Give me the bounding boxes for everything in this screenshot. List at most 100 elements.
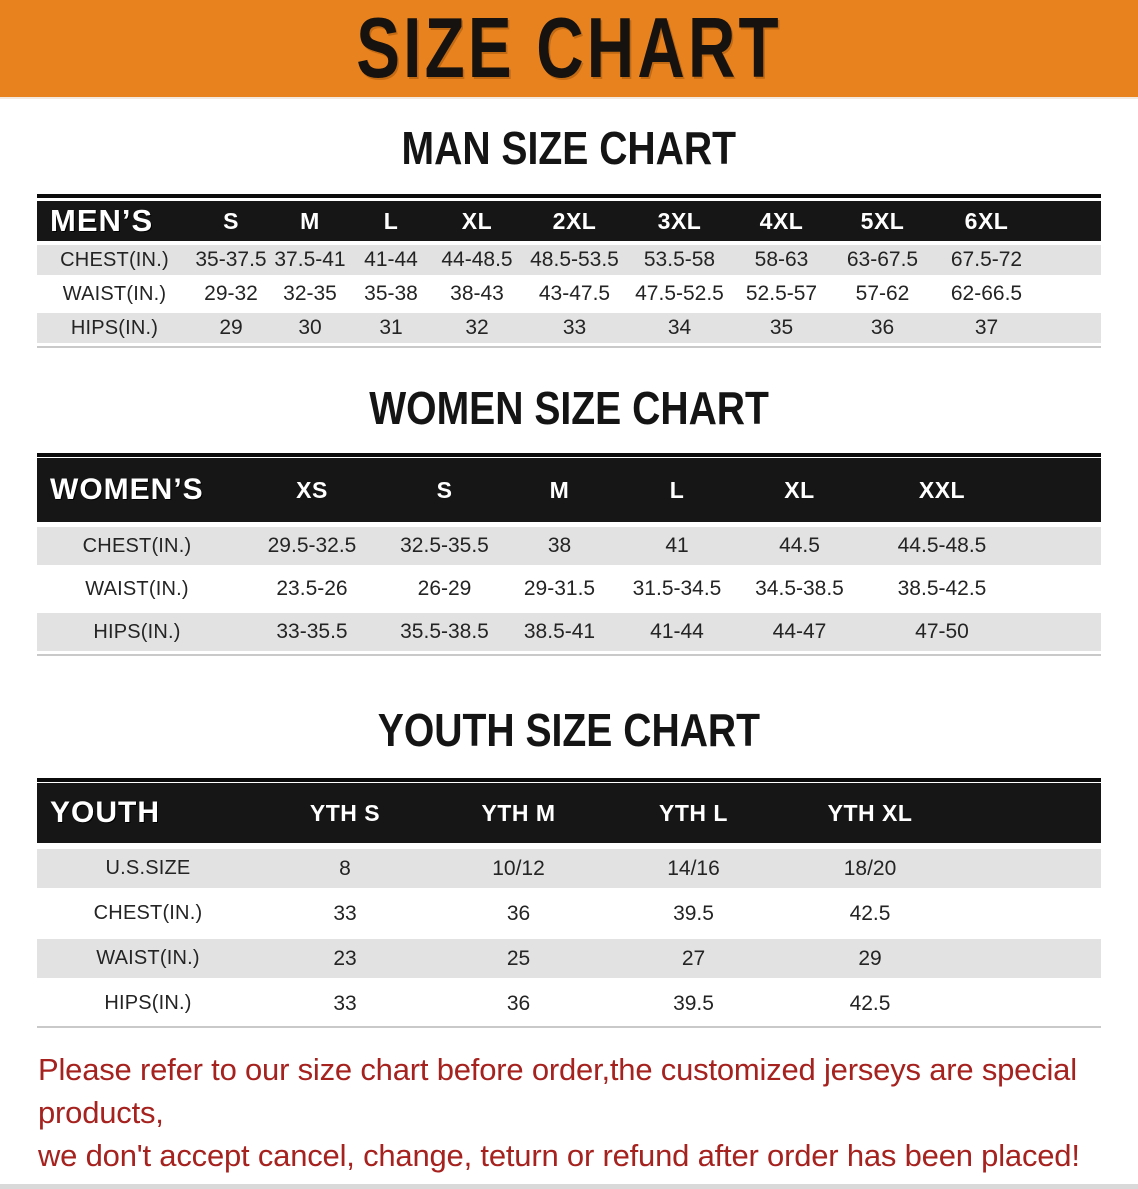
size-value-cell: 62-66.5 xyxy=(950,282,1023,305)
spacer-cell xyxy=(1039,201,1101,241)
womens-column-header-m: M xyxy=(549,476,570,503)
disclaimer-line-2: we don't accept cancel, change, teturn o… xyxy=(38,1138,1080,1173)
size-value-cell: 48.5-53.5 xyxy=(530,248,619,271)
size-value-cell: 26-29 xyxy=(417,577,472,600)
banner-title: SIZE CHART xyxy=(356,0,782,96)
womens-column-header-xl: XL xyxy=(784,476,815,503)
youth-corner-label: YOUTH xyxy=(50,796,160,829)
mens-section-heading: MAN SIZE CHART xyxy=(0,124,1138,172)
size-value-cell: 23 xyxy=(333,946,357,970)
mens-table-row: WAIST(IN.) 29-32 32-35 35-38 38-43 43-47.5 47.… xyxy=(37,279,1101,309)
size-value-cell: 10/12 xyxy=(492,856,545,880)
womens-table-bottom-border xyxy=(37,654,1101,656)
size-value-cell: 37.5-41 xyxy=(274,248,346,271)
size-value-cell: 8 xyxy=(339,856,351,880)
row-label: CHEST(IN.) xyxy=(93,902,203,924)
size-value-cell: 44-47 xyxy=(772,620,827,643)
size-value-cell: 47-50 xyxy=(915,620,969,643)
size-value-cell: 31.5-34.5 xyxy=(632,577,722,600)
row-label: WAIST(IN.) xyxy=(62,282,167,305)
size-value-cell: 29 xyxy=(858,946,882,970)
size-value-cell: 67.5-72 xyxy=(950,248,1023,271)
row-label: HIPS(IN.) xyxy=(93,620,181,643)
size-value-cell: 30 xyxy=(298,316,322,339)
disclaimer-line-1: Please refer to our size chart before or… xyxy=(38,1052,1077,1130)
size-value-cell: 32 xyxy=(465,316,489,339)
size-value-cell: 37 xyxy=(974,316,999,339)
spacer-cell xyxy=(1039,313,1101,343)
womens-section: WOMEN SIZE CHART WOMEN’S XS S M L XL XXL CHEST(… xyxy=(0,384,1138,656)
size-value-cell: 38 xyxy=(547,534,572,557)
row-label: HIPS(IN.) xyxy=(70,316,159,339)
spacer-cell xyxy=(959,984,1101,1023)
mens-corner-label: MEN’S xyxy=(50,203,154,238)
row-label: WAIST(IN.) xyxy=(85,577,189,600)
mens-column-header-2xl: 2XL xyxy=(552,207,597,234)
size-value-cell: 36 xyxy=(870,316,895,339)
size-value-cell: 41-44 xyxy=(650,620,704,643)
youth-column-header-yth-s: YTH S xyxy=(309,799,381,826)
womens-table-row: CHEST(IN.) 29.5-32.5 32.5-35.5 38 41 44.5 44.5… xyxy=(37,527,1101,565)
mens-column-header-xl: XL xyxy=(461,207,493,234)
womens-column-header-xxl: XXL xyxy=(918,476,966,503)
mens-column-header-5xl: 5XL xyxy=(860,207,905,234)
mens-table-bottom-border xyxy=(37,346,1101,348)
size-value-cell: 33-35.5 xyxy=(276,620,348,643)
womens-column-header-s: S xyxy=(436,476,453,503)
mens-column-header-4xl: 4XL xyxy=(759,207,804,234)
row-label: CHEST(IN.) xyxy=(82,534,192,557)
mens-header-row: MEN’S S M L XL 2XL 3XL 4XL 5XL 6XL xyxy=(37,201,1101,241)
spacer-cell xyxy=(1022,458,1101,522)
womens-section-heading-text: WOMEN SIZE CHART xyxy=(369,382,769,434)
size-value-cell: 52.5-57 xyxy=(745,282,818,305)
spacer-cell xyxy=(959,894,1101,933)
size-value-cell: 36 xyxy=(506,991,531,1015)
mens-column-header-6xl: 6XL xyxy=(964,207,1009,234)
size-value-cell: 27 xyxy=(681,946,706,970)
mens-section-heading-text: MAN SIZE CHART xyxy=(401,122,737,174)
spacer-cell xyxy=(1039,245,1101,275)
womens-table-row: HIPS(IN.) 33-35.5 35.5-38.5 38.5-41 41-44 44-… xyxy=(37,613,1101,651)
youth-column-header-yth-l: YTH L xyxy=(659,799,728,826)
size-value-cell: 33 xyxy=(333,991,357,1015)
size-value-cell: 42.5 xyxy=(849,991,891,1015)
youth-section-heading: YOUTH SIZE CHART xyxy=(0,706,1138,754)
youth-table-top-border xyxy=(37,778,1101,782)
spacer-cell xyxy=(959,939,1101,978)
bottom-edge-line xyxy=(0,1184,1138,1189)
mens-section: MAN SIZE CHART MEN’S S M L XL 2XL 3XL 4XL 5XL 6XL… xyxy=(0,124,1138,348)
womens-corner-label: WOMEN’S xyxy=(50,473,204,506)
youth-table-row: HIPS(IN.) 33 36 39.5 42.5 xyxy=(37,984,1101,1023)
size-value-cell: 14/16 xyxy=(667,856,720,880)
size-value-cell: 58-63 xyxy=(754,248,809,271)
youth-size-table: YOUTH YTH S YTH M YTH L YTH XL U.S.SIZE 8 10/12… xyxy=(37,778,1101,1028)
size-value-cell: 38-43 xyxy=(450,282,504,305)
size-value-cell: 32.5-35.5 xyxy=(400,534,489,557)
womens-column-header-l: L xyxy=(669,476,685,503)
size-value-cell: 33 xyxy=(333,901,357,925)
size-value-cell: 42.5 xyxy=(849,901,891,925)
mens-column-header-m: M xyxy=(300,207,320,234)
size-value-cell: 35.5-38.5 xyxy=(400,620,489,643)
size-value-cell: 35-37.5 xyxy=(195,248,267,271)
womens-column-header-xs: XS xyxy=(296,476,328,503)
size-value-cell: 43-47.5 xyxy=(538,282,611,305)
size-value-cell: 29-32 xyxy=(204,282,258,305)
row-label: CHEST(IN.) xyxy=(60,248,169,271)
size-value-cell: 29-31.5 xyxy=(523,577,596,600)
size-value-cell: 53.5-58 xyxy=(643,248,716,271)
youth-column-header-yth-xl: YTH XL xyxy=(827,799,913,826)
mens-size-table: MEN’S S M L XL 2XL 3XL 4XL 5XL 6XL CHEST(IN.) 35-37… xyxy=(37,194,1101,348)
row-label: HIPS(IN.) xyxy=(104,992,192,1014)
size-value-cell: 23.5-26 xyxy=(276,577,348,600)
size-value-cell: 38.5-41 xyxy=(523,620,596,643)
spacer-cell xyxy=(1022,613,1101,651)
spacer-cell xyxy=(959,783,1101,843)
spacer-cell xyxy=(1022,527,1101,565)
spacer-cell xyxy=(1039,279,1101,309)
size-value-cell: 29 xyxy=(219,316,243,339)
spacer-cell xyxy=(1022,570,1101,608)
size-value-cell: 39.5 xyxy=(673,991,714,1015)
mens-table-top-border xyxy=(37,194,1101,198)
